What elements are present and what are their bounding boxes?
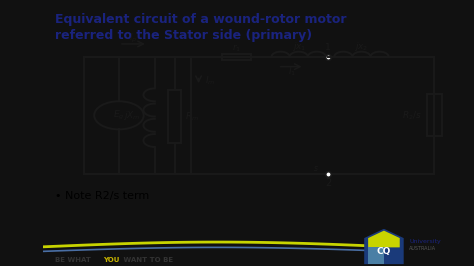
Text: BE WHAT: BE WHAT [55,257,93,263]
Text: CQ: CQ [377,247,391,256]
Text: • Note R2/s term: • Note R2/s term [55,191,149,201]
Text: $E_g$: $E_g$ [113,109,125,122]
Text: $I_m$: $I_m$ [205,74,215,87]
Bar [222,53,251,60]
Text: $R_2/s$: $R_2/s$ [402,109,422,122]
Text: $jX_m$: $jX_m$ [123,109,141,122]
Text: Equivalent circuit of a wound-rotor motor: Equivalent circuit of a wound-rotor moto… [55,13,346,26]
Text: $I_p$: $I_p$ [129,32,137,45]
Text: YOU: YOU [103,257,119,263]
Text: referred to the Stator side (primary): referred to the Stator side (primary) [55,29,312,42]
Text: WANT TO BE: WANT TO BE [121,257,173,263]
Text: 1: 1 [325,43,331,52]
Polygon shape [368,231,400,247]
Text: University: University [409,239,441,244]
Text: $s$: $s$ [313,164,319,173]
Text: $R_m$: $R_m$ [185,110,199,123]
Text: $I_1$: $I_1$ [288,65,296,78]
Bar [168,90,181,143]
Bar [427,94,442,136]
Polygon shape [364,229,404,264]
Text: AUSTRALIA: AUSTRALIA [409,246,437,251]
Text: 2: 2 [325,178,331,188]
Text: $r_1$: $r_1$ [232,43,241,54]
Text: $jx_1$: $jx_1$ [292,40,306,53]
Text: $jx_2$: $jx_2$ [354,40,369,53]
Polygon shape [368,247,384,264]
